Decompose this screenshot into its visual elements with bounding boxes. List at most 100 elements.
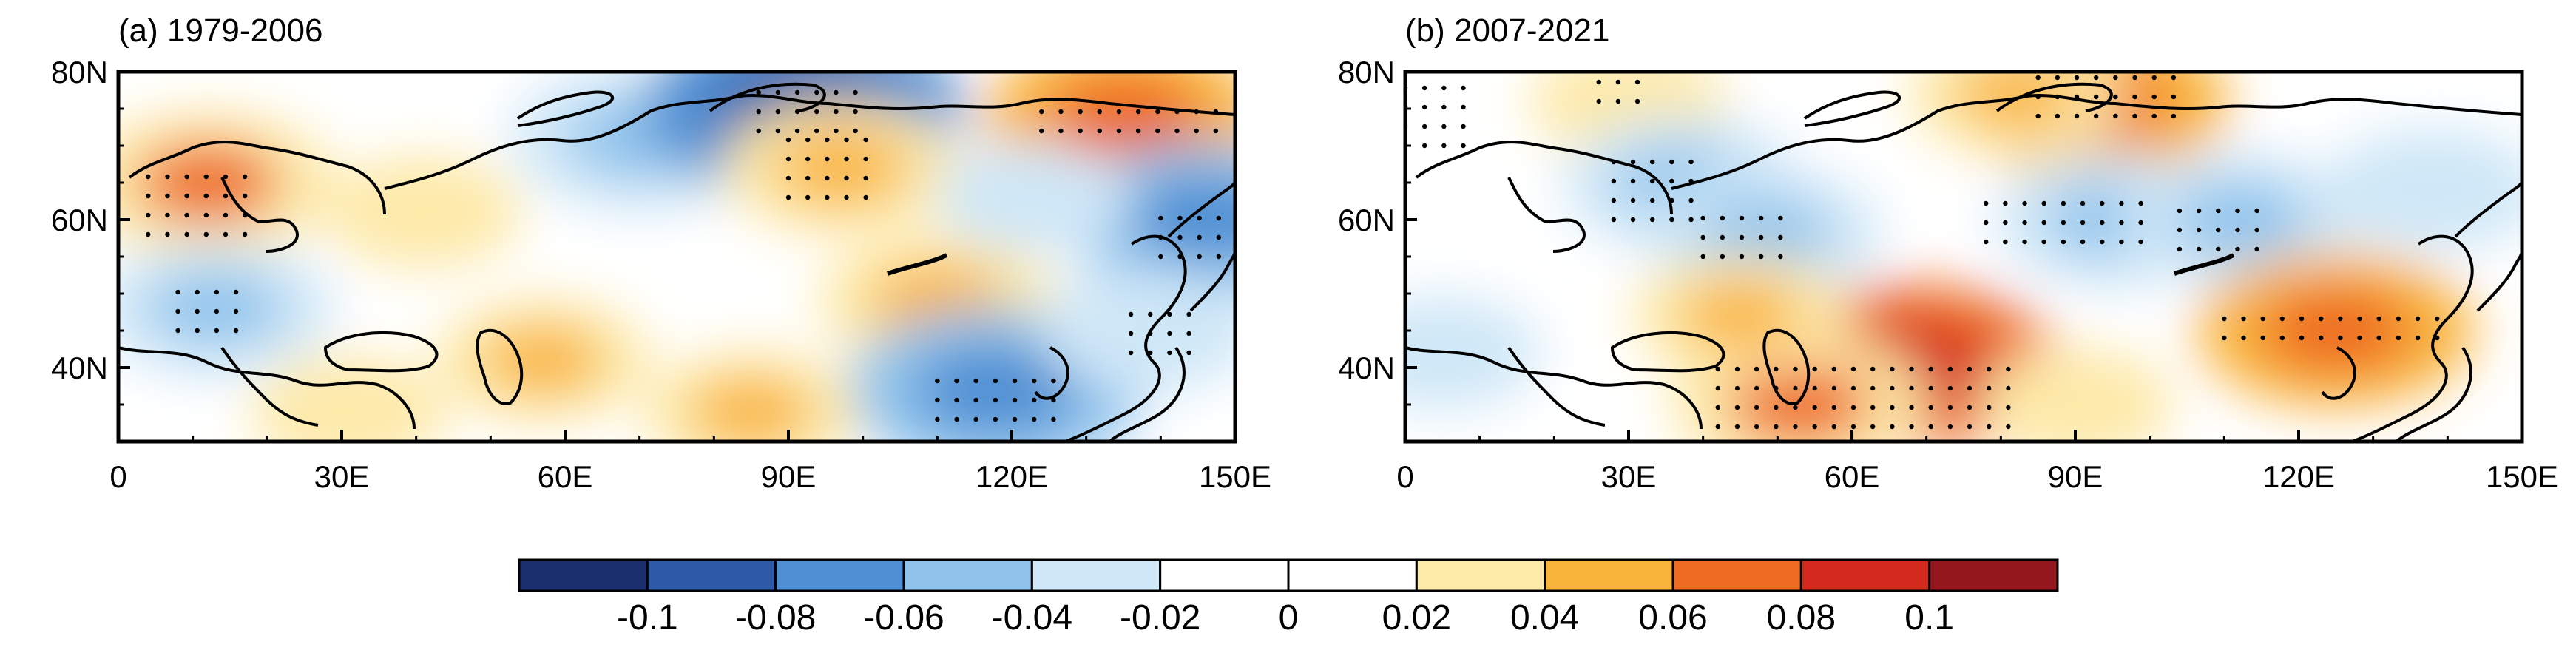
panel-a-stipple-dot <box>775 109 781 115</box>
panel-a-stipple-dot <box>863 137 868 143</box>
panel-a-stipple-dot <box>1078 109 1083 115</box>
panel-a-stipple-dot <box>805 137 811 143</box>
panel-b-y-tick-label: 80N <box>1338 55 1395 89</box>
panel-a-stipple-dot <box>1012 416 1018 422</box>
panel-a-stipple-dot <box>1078 128 1083 134</box>
panel-b-stipple-dot <box>2254 208 2259 214</box>
panel-b-anomaly-core <box>2174 183 2305 257</box>
panel-b-stipple-dot <box>2138 239 2143 245</box>
panel-b-stipple-dot <box>1650 217 1655 223</box>
panel-b-stipple-dot <box>2196 227 2202 233</box>
panel-b-stipple-dot <box>1812 405 1817 410</box>
panel-b-stipple-dot <box>1630 217 1636 223</box>
panel-a: (a) 1979-2006 <box>51 13 1271 494</box>
panel-b-stipple-dot <box>1739 254 1745 260</box>
panel-b-stipple-dot <box>1421 85 1427 91</box>
panel-b-stipple-dot <box>2151 75 2157 81</box>
panel-b-stipple-dot <box>2003 220 2008 226</box>
panel-b-anomaly-core <box>1728 365 1871 441</box>
colorbar-swatch <box>1287 558 1418 592</box>
panel-a-stipple-dot <box>1197 234 1202 240</box>
panel-b-stipple-dot <box>1987 405 1992 410</box>
panel-a-y-tick-label: 80N <box>51 55 108 89</box>
panel-a-x-tick-label: 30E <box>314 459 370 494</box>
panel-a-stipple-dot <box>1158 215 1163 221</box>
panel-a-stipple-dot <box>1128 350 1134 356</box>
panel-b-stipple-dot <box>2254 246 2259 252</box>
panel-a-stipple-dot <box>794 109 800 115</box>
panel-b-stipple-dot <box>2055 113 2061 119</box>
panel-b-stipple-dot <box>2396 316 2401 322</box>
panel-b-stipple-dot <box>1967 366 1972 372</box>
panel-a-x-tick-label: 90E <box>761 459 817 494</box>
panel-b-stipple-dot <box>2235 246 2240 252</box>
colorbar-tick-label: 0 <box>1279 598 1299 637</box>
panel-a-stipple-dot <box>233 328 239 334</box>
panel-b-anomaly-core <box>1697 197 1828 271</box>
colorbar-swatch <box>1030 558 1162 592</box>
panel-b-stipple-dot <box>2132 75 2137 81</box>
panel-a-stipple-dot <box>954 378 959 384</box>
panel-b-stipple-dot <box>1831 366 1837 372</box>
panel-a-stipple-dot <box>1097 109 1102 115</box>
panel-b-stipple-dot <box>1793 385 1798 391</box>
panel-b-stipple-dot <box>2035 113 2041 119</box>
panel-a-stipple-dot <box>1197 215 1202 221</box>
panel-b-stipple-dot <box>1441 104 1447 110</box>
panel-b-stipple-dot <box>2138 200 2143 206</box>
panel-a-stipple-dot <box>195 328 200 334</box>
panel-b-stipple-dot <box>1615 79 1621 85</box>
panel-b-stipple-dot <box>2151 94 2157 100</box>
panel-a-stipple-dot <box>165 212 170 218</box>
panel-a-stipple-dot <box>1216 254 1222 260</box>
panel-a-stipple-dot <box>1051 416 1056 422</box>
panel-a-stipple-dot <box>195 308 200 314</box>
panel-a-stipple-dot <box>1197 254 1202 260</box>
panel-b-stipple-dot <box>1611 178 1617 184</box>
panel-a-stipple-dot <box>1167 311 1172 317</box>
panel-b-stipple-dot <box>1739 234 1745 240</box>
panel-a-stipple-dot <box>1012 378 1018 384</box>
panel-b-stipple-dot <box>1715 385 1720 391</box>
panel-b-y-tick-label: 60N <box>1338 203 1395 237</box>
panel-a-stipple-dot <box>785 175 791 181</box>
panel-b-stipple-dot <box>1734 385 1740 391</box>
panel-b-stipple-dot <box>1688 217 1694 223</box>
panel-b-stipple-dot <box>1634 79 1640 85</box>
panel-b-stipple-dot <box>1774 366 1779 372</box>
panel-b-stipple-dot <box>1734 366 1740 372</box>
panel-a-stipple-dot <box>223 174 229 180</box>
panel-b-stipple-dot <box>1890 366 1895 372</box>
panel-b-stipple-dot <box>1984 200 1989 206</box>
panel-a-significance-stipple <box>146 89 1222 422</box>
panel-a-stipple-dot <box>1128 331 1134 336</box>
colorbar-tick-label: 0.1 <box>1904 598 1954 637</box>
panel-b-x-tick-label: 120E <box>2262 459 2335 494</box>
panel-a-stipple-dot <box>825 137 830 143</box>
panel-b-stipple-dot <box>2132 94 2137 100</box>
panel-a-stipple-dot <box>814 89 819 95</box>
colorbar-swatch <box>1159 558 1290 592</box>
panel-a-stipple-dot <box>814 128 819 134</box>
panel-b-stipple-dot <box>1831 385 1837 391</box>
panel-b-stipple-dot <box>2171 113 2177 119</box>
panel-a-stipple-dot <box>223 193 229 199</box>
panel-a-stipple-dot <box>1155 109 1160 115</box>
panel-b-stipple-dot <box>1421 143 1427 149</box>
panel-b-stipple-dot <box>1461 124 1466 129</box>
panel-b-stipple-dot <box>1596 79 1601 85</box>
panel-a-stipple-dot <box>165 193 170 199</box>
panel-b-stipple-dot <box>2022 239 2027 245</box>
panel-b-stipple-dot <box>1758 254 1764 260</box>
panel-a-stipple-dot <box>1158 254 1163 260</box>
panel-b-stipple-dot <box>2260 335 2265 341</box>
panel-a-stipple-dot <box>935 416 940 422</box>
panel-b-stipple-dot <box>1739 215 1745 221</box>
panel-b-stipple-dot <box>1909 405 1914 410</box>
panel-b-stipple-dot <box>1421 124 1427 129</box>
panel-a-stipple-dot <box>233 308 239 314</box>
panel-b-stipple-dot <box>1669 217 1674 223</box>
panel-a-stipple-dot <box>794 128 800 134</box>
panel-a-stipple-dot <box>805 175 811 181</box>
